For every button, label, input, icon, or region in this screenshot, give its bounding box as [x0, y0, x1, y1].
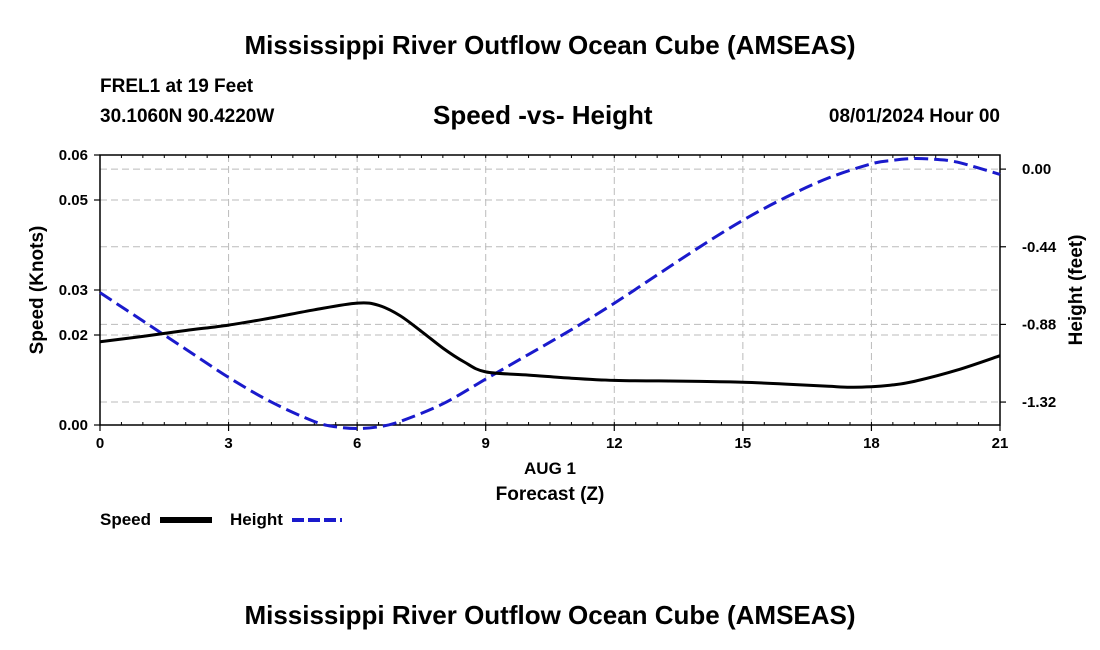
y2-tick-label: -1.32	[1022, 394, 1056, 411]
speed-series-line	[99, 301, 1001, 389]
grid	[100, 155, 1000, 425]
y-tick-label: 0.00	[59, 417, 88, 434]
x-tick-label: 15	[735, 435, 752, 452]
coordinates-label: 30.1060N 90.4220W	[100, 106, 275, 127]
x-tick-label: 18	[863, 435, 880, 452]
axes: 0 3 6 9 12 15 18 21 0.00 0.02 0.03 0.05 0.06 0.00 -0.4…	[59, 147, 1057, 452]
x-tick-label: 9	[482, 435, 490, 452]
height-series-line	[99, 156, 1001, 431]
y2-axis-label: Height (feet)	[1066, 235, 1087, 346]
date-label: 08/01/2024 Hour 00	[828, 106, 1000, 127]
y-tick-label: 0.06	[59, 147, 88, 164]
footer-title: Mississippi River Outflow Ocean Cube (AM…	[244, 600, 856, 630]
y-tick-label: 0.03	[59, 282, 88, 299]
x-tick-label: 6	[353, 435, 361, 452]
page-title: Mississippi River Outflow Ocean Cube (AM…	[244, 30, 856, 60]
chart: 0 3 6 9 12 15 18 21 0.00 0.02 0.03 0.05 0.06 0.00 -0.4…	[27, 147, 1087, 529]
y-axis-label: Speed (Knots)	[27, 226, 48, 355]
y2-tick-label: -0.88	[1022, 316, 1056, 333]
y-tick-label: 0.05	[59, 192, 88, 209]
station-label: FREL1 at 19 Feet	[100, 76, 254, 97]
series	[99, 156, 1001, 431]
x-tick-label: 12	[606, 435, 623, 452]
x-tick-label: 3	[224, 435, 232, 452]
x-axis-label: Forecast (Z)	[496, 484, 605, 505]
chart-subtitle: Speed -vs- Height	[433, 100, 653, 130]
y2-tick-label: -0.44	[1022, 239, 1057, 256]
legend: Speed Height	[100, 510, 342, 529]
legend-height-label: Height	[230, 510, 283, 529]
legend-speed-label: Speed	[100, 510, 151, 529]
y2-tick-label: 0.00	[1022, 161, 1051, 178]
y-tick-label: 0.02	[59, 327, 88, 344]
x-date-label: AUG 1	[524, 459, 576, 478]
x-tick-label: 0	[96, 435, 104, 452]
x-tick-label: 21	[992, 435, 1009, 452]
